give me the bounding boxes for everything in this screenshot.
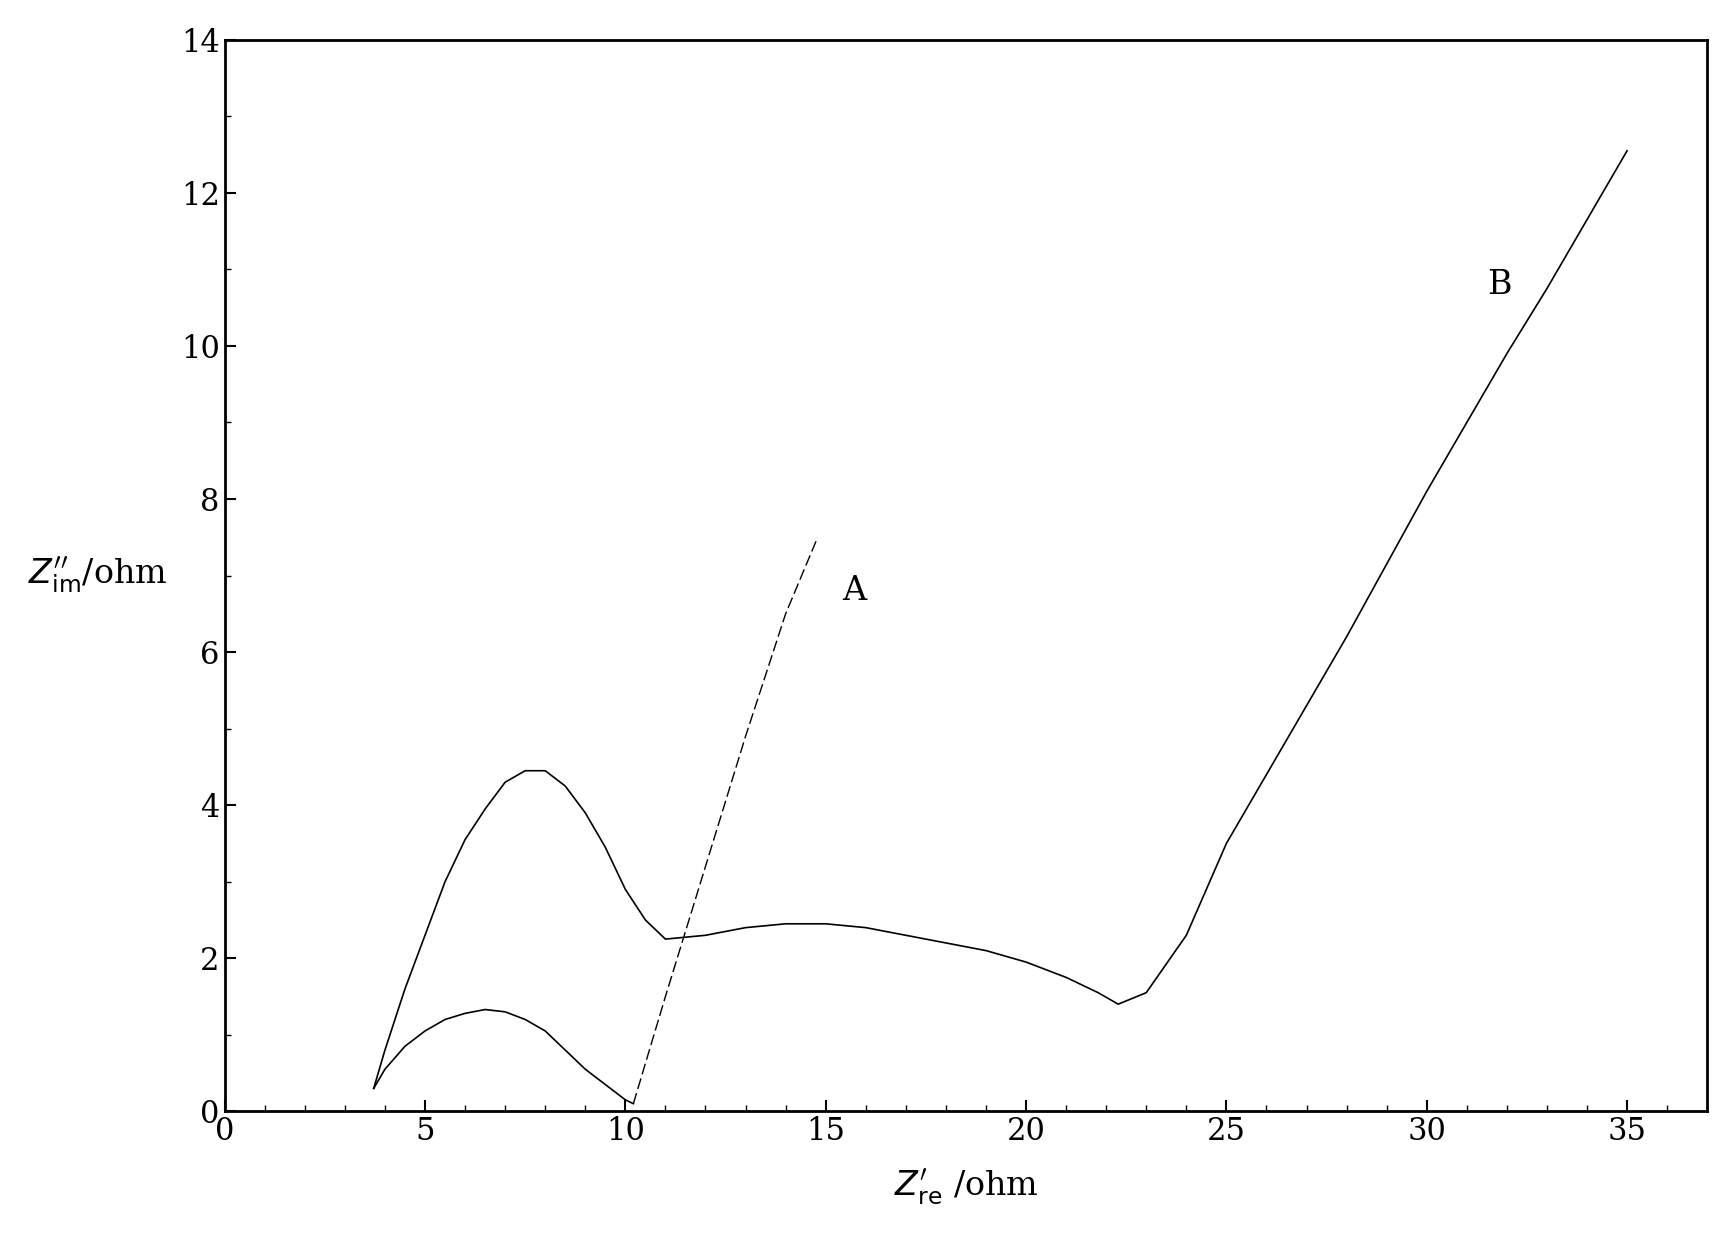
Text: B: B (1487, 268, 1511, 300)
X-axis label: $Z^{\prime}_{\rm re}$ /ohm: $Z^{\prime}_{\rm re}$ /ohm (894, 1168, 1038, 1209)
Text: A: A (841, 575, 866, 607)
Y-axis label: $Z^{\prime\prime}_{\rm im}$/ohm: $Z^{\prime\prime}_{\rm im}$/ohm (28, 555, 167, 596)
